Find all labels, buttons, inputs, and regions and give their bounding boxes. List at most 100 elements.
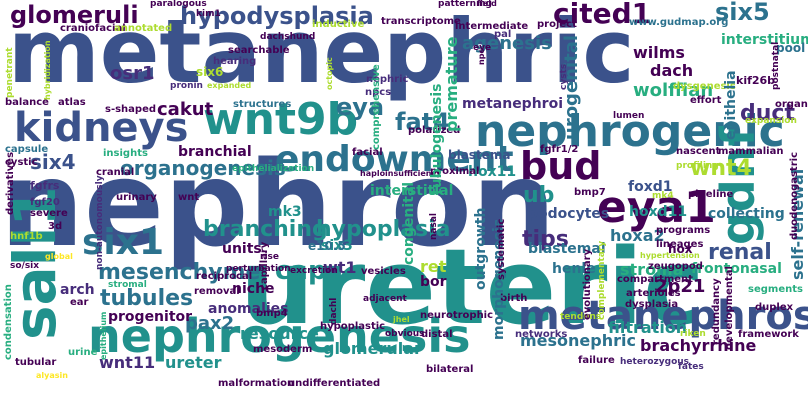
word: niche (232, 281, 275, 297)
word: gdnf (711, 126, 765, 245)
word: six6 (196, 65, 224, 79)
word: osr1 (110, 63, 155, 84)
word: urinary (116, 192, 157, 203)
word: hoxd11 (629, 204, 688, 220)
word: fgf20 (30, 197, 60, 208)
word: endowment (275, 139, 514, 180)
word: cysts (559, 63, 569, 90)
word: bor (420, 274, 447, 290)
word: dach (650, 61, 694, 80)
word: dachl (329, 297, 339, 325)
word: annotated (114, 23, 173, 34)
word: mesonephric (520, 331, 636, 350)
word: hoxa2 (610, 226, 665, 245)
word: eye (473, 43, 492, 53)
word: balance (5, 97, 49, 108)
word: developmental (724, 266, 735, 350)
word: tubules (100, 286, 194, 311)
word: systematic (496, 218, 507, 280)
word: ureteric (240, 226, 705, 348)
word: hypoplastic (320, 321, 386, 332)
word: blastema (448, 148, 511, 162)
word: hox11 (468, 164, 517, 180)
word: non-autonomously (95, 175, 105, 270)
word: nephrogenic (475, 106, 785, 157)
word: wolffian (633, 80, 714, 101)
word: anomalies (208, 301, 289, 317)
word: brachyrrhine (640, 336, 757, 355)
word: severe (30, 208, 68, 219)
word: mk4 (652, 191, 674, 201)
word: programs (656, 225, 711, 236)
word: bmp4 (256, 308, 288, 319)
word: dachshund (260, 32, 316, 42)
word: organogenesis (120, 156, 286, 180)
word: cap (275, 256, 327, 286)
word: insights (103, 148, 148, 159)
word: dysplasia (625, 299, 679, 310)
word: adjacent (363, 294, 407, 304)
word: blastemal (528, 241, 606, 257)
word: patterning (438, 0, 493, 9)
word: ear (70, 297, 89, 308)
word: filtration (608, 318, 688, 337)
word: wnt (178, 192, 200, 203)
word: redundancy (711, 278, 722, 345)
word: perturbation (226, 264, 291, 274)
word: cystic (5, 157, 38, 168)
word: s-shaped (105, 104, 157, 115)
word: rise (260, 252, 279, 262)
word: bud (520, 144, 602, 188)
word: stroma (620, 260, 684, 279)
word: epithelia (723, 70, 739, 140)
word: interstitium (721, 32, 808, 48)
word: fgfr1/2 (540, 144, 579, 155)
word: resource (240, 324, 319, 343)
word: derivatives (5, 151, 16, 215)
word: fates (678, 362, 704, 372)
word: lumen (613, 111, 645, 121)
word: project (537, 19, 577, 30)
word: inductive (312, 19, 365, 30)
word: glomerular (323, 339, 422, 358)
word: nephron (0, 135, 556, 273)
word: stromal (108, 280, 147, 290)
word: hearing (213, 56, 257, 67)
word: tendons (560, 312, 602, 322)
word: organ (775, 99, 808, 110)
word: nasal (429, 213, 439, 240)
word: transcriptome (381, 16, 461, 27)
word: ub (523, 183, 555, 208)
word: pool (776, 41, 806, 55)
word: wilms (633, 43, 685, 62)
word: mammalian (718, 146, 784, 157)
word: dysgenesis (673, 81, 736, 92)
word: neurotrophic (420, 310, 494, 321)
word: cranial (96, 167, 135, 178)
word: arterioles (626, 288, 681, 299)
word: networks (515, 329, 568, 340)
word: units (222, 241, 262, 257)
word: condensation (3, 284, 14, 360)
word: premature (442, 36, 461, 132)
word: duplex (755, 302, 794, 313)
word: duodenogastric (789, 151, 800, 240)
word: wnt11 (99, 353, 156, 372)
word: pal (494, 29, 512, 40)
word: pax2 (185, 313, 235, 334)
word: six3 (321, 238, 353, 254)
word: octopic (325, 57, 334, 90)
word: fat4 (395, 108, 450, 136)
word: global (45, 252, 73, 261)
word: eya1 (597, 182, 716, 233)
word: hybridization (43, 40, 52, 100)
word: congenital (401, 181, 417, 265)
word: removal (194, 286, 240, 297)
word: profiling (676, 161, 719, 171)
word: mesenchyme (98, 260, 261, 285)
word: riken (680, 329, 706, 339)
word: henle (552, 261, 596, 277)
word: expanded (207, 81, 252, 90)
word: foxd1 (628, 179, 673, 195)
